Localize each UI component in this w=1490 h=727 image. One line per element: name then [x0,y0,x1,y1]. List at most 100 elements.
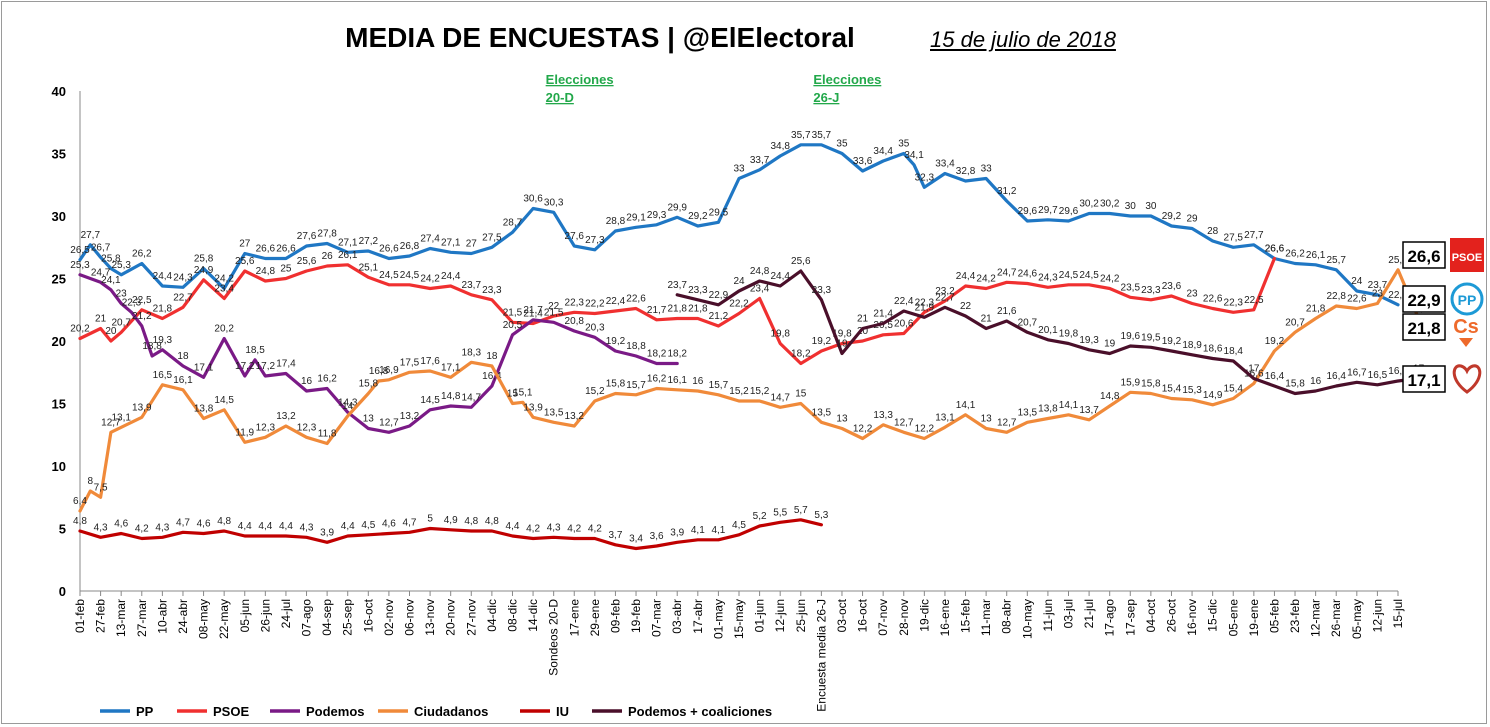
data-label: 4,3 [547,522,561,533]
data-label: 19,3 [153,335,173,346]
data-label: 22,8 [1326,291,1346,302]
data-label: 30,6 [523,194,543,205]
x-tick-label: 12-mar [1309,599,1323,637]
data-label: 20,7 [1018,317,1038,328]
data-label: 24,4 [956,271,976,282]
data-label: 11,9 [235,427,254,438]
data-label: 26,7 [91,242,111,253]
data-label: 27,4 [420,234,440,245]
pp-logo [1450,282,1484,316]
data-label: 16,6 [1244,369,1264,380]
x-tick-label: 15-feb [959,599,973,633]
data-label: 18,8 [626,341,646,352]
x-tick-label: 11-mar [979,599,993,636]
data-label: 19,2 [606,336,626,347]
data-label: 32,8 [956,166,976,177]
x-tick-label: 08-may [197,599,211,639]
data-label: 26,6 [1265,244,1285,255]
data-label: 23,2 [935,286,955,297]
data-label: 22,4 [606,296,626,307]
data-label: 17,5 [400,357,420,368]
data-label: 29,6 [1059,206,1079,217]
data-label: 29,9 [667,202,687,213]
x-tick-label: 07-mar [650,599,664,637]
data-label: 27,7 [1244,230,1264,241]
data-label: 4,6 [114,519,128,530]
data-label: 23,7 [462,280,482,291]
data-label: 19,2 [1162,336,1182,347]
data-label: 18,2 [667,349,687,360]
cs-logo-arrow [1459,338,1473,347]
data-label: 21,4 [523,309,543,320]
data-label: 21,2 [132,311,152,322]
data-label: 23,7 [667,280,687,291]
data-label: 23,3 [1141,285,1161,296]
x-tick-label: Sondeos 20-D [547,599,561,676]
data-label: 21,8 [667,304,687,315]
data-label: 4,4 [279,521,293,532]
data-label: 23,6 [1162,281,1182,292]
election-markers: Elecciones 20-D Elecciones 26-J [546,72,882,105]
data-label: 16,5 [1368,370,1388,381]
data-label: 24 [733,276,745,287]
data-label: 22,5 [1244,295,1264,306]
data-label: 15,8 [359,379,379,390]
x-tick-label: 15-dic [1206,599,1220,632]
x-tick-label: 03-jul [1062,599,1076,628]
data-label: 22,9 [709,290,729,301]
x-tick-label: 19-dic [917,599,931,632]
data-label: 13,8 [1038,404,1058,415]
series-line-podemos [78,273,679,434]
data-label: 15,9 [1121,377,1141,388]
data-label: 34,1 [904,150,924,161]
x-tick-label: 01-may [711,599,725,639]
data-label: 16,9 [379,365,399,376]
legend-label: PSOE [213,704,249,719]
data-label: 13 [836,414,848,425]
data-label: 15 [507,389,519,400]
data-label: 3,4 [629,534,643,545]
x-tick-label: 13-nov [423,599,437,636]
end-label-value: 26,6 [1407,247,1440,266]
data-label: 4,4 [341,521,355,532]
data-label: 27,5 [482,232,502,243]
data-label: 24,5 [1059,270,1079,281]
x-tick-label: 05-feb [1267,599,1281,633]
end-label-box [1402,365,1446,393]
data-label: 26,8 [400,241,420,252]
psoe-logo-text: PSOE [1452,252,1483,264]
data-label: 21,7 [523,305,543,316]
data-label: 25 [280,264,292,275]
x-tick-label: 14-dic [526,599,540,632]
data-label: 3,7 [608,530,622,541]
x-tick-label: 05-may [1350,599,1364,639]
data-label: 18,3 [462,347,482,358]
data-label: 22,2 [585,299,605,310]
data-label: 12,3 [256,422,276,433]
data-label: 16 [1310,376,1322,387]
legend-label: Ciudadanos [414,704,488,719]
data-label: 5,7 [794,505,808,516]
legend-label: IU [556,704,569,719]
data-label: 23,7 [1368,280,1388,291]
data-label: 23 [1187,289,1199,300]
data-label: 21,9 [915,302,935,313]
series-lines: 26,527,726,725,825,326,224,4 24,325,824,2… [70,130,1429,551]
x-tick-label: 12-jun [773,599,787,632]
data-label: 24,2 [420,274,440,285]
data-label: 30,2 [1079,199,1099,210]
data-label: 24,7 [91,267,111,278]
data-label: 16,8 [1388,366,1408,377]
x-tick-label: 19-ene [1247,599,1261,637]
series-line-iu [78,518,824,551]
y-tick-label: 5 [59,522,66,537]
data-label: 14,7 [770,392,790,403]
data-label: 25,8 [194,254,214,265]
data-label: 4,3 [300,522,314,533]
x-tick-label: 08-dic [505,599,519,632]
data-label: 4,6 [197,519,211,530]
data-label: 29 [1187,214,1199,225]
data-label: 28,8 [606,216,626,227]
data-label: 14,5 [420,395,440,406]
data-label: 20,2 [70,324,90,335]
